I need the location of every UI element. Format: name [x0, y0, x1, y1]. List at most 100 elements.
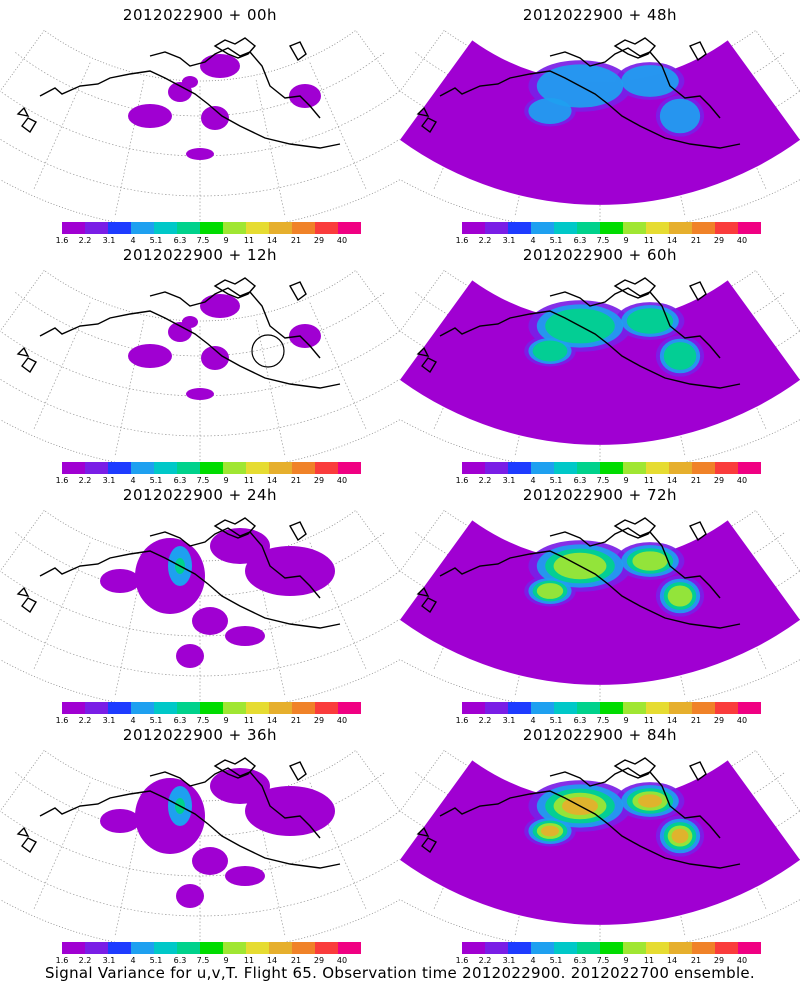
- arctic-islands: [213, 277, 307, 302]
- colorbar-labels: 1.6 2.2 3.1 4 5.1 6.3 7.5 9 11 14 21 29 40: [456, 716, 761, 728]
- colorbar-tick-label: 29: [313, 236, 325, 245]
- variance-core: [536, 583, 564, 599]
- arctic-islands: [213, 37, 307, 62]
- colorbar-tick-label: 21: [290, 236, 302, 245]
- colorbar-segment: [623, 462, 646, 474]
- colorbar-segment: [577, 462, 600, 474]
- colorbar-segment: [292, 462, 315, 474]
- colorbar: [462, 942, 761, 954]
- colorbar-segment: [154, 462, 177, 474]
- colorbar: [462, 702, 761, 714]
- variance-region: [176, 884, 204, 908]
- colorbar-segment: [715, 702, 738, 714]
- variance-map: [0, 749, 400, 942]
- colorbar-segment: [85, 222, 108, 234]
- aleutian-islands: [416, 586, 437, 614]
- colorbar-segment: [177, 702, 200, 714]
- colorbar-tick-label: 9: [223, 716, 229, 725]
- colorbar-segment: [692, 702, 715, 714]
- variance-region: [225, 866, 265, 886]
- colorbar-tick-label: 11: [643, 476, 655, 485]
- variance-region: [201, 106, 229, 130]
- colorbar-segment: [669, 222, 692, 234]
- colorbar-tick-label: 40: [736, 716, 748, 725]
- colorbar-tick-label: 40: [336, 236, 348, 245]
- variance-field: [400, 760, 800, 925]
- colorbar-segment: [246, 702, 269, 714]
- colorbar-segment: [692, 462, 715, 474]
- variance-region: [200, 294, 240, 318]
- colorbar-tick-label: 11: [643, 956, 655, 965]
- coastlines: [16, 517, 341, 629]
- arctic-coast: [149, 527, 321, 599]
- colorbar: [62, 222, 361, 234]
- colorbar-segment: [154, 222, 177, 234]
- colorbar-tick-label: 29: [313, 716, 325, 725]
- panel-title: 2012022900 + 24h: [122, 486, 278, 504]
- variance-field: [100, 768, 335, 908]
- colorbar-segment: [338, 222, 361, 234]
- colorbar-tick-label: 6.3: [173, 236, 187, 245]
- colorbar-tick-label: 11: [643, 236, 655, 245]
- colorbar-tick-label: 21: [690, 236, 702, 245]
- colorbar: [62, 942, 361, 954]
- colorbar-labels: 1.6 2.2 3.1 4 5.1 6.3 7.5 9 11 14 21 29 40: [56, 476, 361, 488]
- colorbar-segment: [623, 222, 646, 234]
- latitude-line: [0, 858, 400, 917]
- longitude-line: [114, 560, 145, 698]
- colorbar-segment: [508, 222, 531, 234]
- colorbar-segment: [669, 702, 692, 714]
- latitude-line: [0, 330, 400, 397]
- colorbar-tick-label: 3.1: [502, 716, 516, 725]
- variance-core: [659, 98, 701, 134]
- colorbar-tick-label: 2.2: [478, 236, 492, 245]
- latitude-line: [0, 378, 400, 437]
- arctic-coast: [149, 47, 321, 119]
- colorbar-segment: [577, 942, 600, 954]
- arctic-islands: [213, 757, 307, 782]
- variance-region: [210, 528, 270, 564]
- colorbar-segment: [85, 942, 108, 954]
- variance-region: [200, 54, 240, 78]
- colorbar-tick-label: 4: [130, 956, 136, 965]
- variance-region: [128, 344, 172, 368]
- latitude-line: [15, 772, 385, 837]
- colorbar-segment: [108, 462, 131, 474]
- panel-title: 2012022900 + 60h: [522, 246, 678, 264]
- variance-region: [128, 104, 172, 128]
- colorbar-segment: [85, 702, 108, 714]
- colorbar-segment: [577, 702, 600, 714]
- colorbar-tick-label: 2.2: [78, 716, 92, 725]
- colorbar-tick-label: 6.3: [173, 476, 187, 485]
- colorbar-segment: [738, 462, 761, 474]
- colorbar-segment: [154, 702, 177, 714]
- colorbar-tick-label: 29: [313, 476, 325, 485]
- colorbar-tick-label: 2.2: [78, 236, 92, 245]
- aleutian-islands: [16, 106, 37, 134]
- colorbar-tick-label: 4: [530, 956, 536, 965]
- colorbar-tick-label: 6.3: [573, 716, 587, 725]
- figure-caption: Signal Variance for u,v,T. Flight 65. Ob…: [44, 964, 756, 982]
- variance-region: [289, 84, 321, 108]
- colorbar-tick-label: 29: [713, 956, 725, 965]
- panel-title: 2012022900 + 72h: [522, 486, 678, 504]
- colorbar-segment: [177, 222, 200, 234]
- variance-field: [100, 528, 335, 668]
- colorbar-segment: [131, 222, 154, 234]
- colorbar-tick-label: 21: [690, 716, 702, 725]
- colorbar-tick-label: 11: [643, 716, 655, 725]
- variance-core: [671, 828, 689, 844]
- graticule: [0, 532, 400, 702]
- colorbar-tick-label: 14: [266, 236, 278, 245]
- colorbar-tick-label: 1.6: [55, 476, 69, 485]
- colorbar-labels: 1.6 2.2 3.1 4 5.1 6.3 7.5 9 11 14 21 29 40: [56, 956, 361, 968]
- longitude-line: [32, 62, 91, 191]
- colorbar-tick-label: 21: [290, 476, 302, 485]
- longitude-line: [309, 302, 368, 431]
- variance-region: [608, 858, 692, 914]
- colorbar-segment: [646, 222, 669, 234]
- longitude-line: [309, 542, 368, 671]
- latitude-line: [15, 292, 385, 357]
- variance-map: [0, 269, 400, 462]
- colorbar-tick-label: 5.1: [549, 476, 563, 485]
